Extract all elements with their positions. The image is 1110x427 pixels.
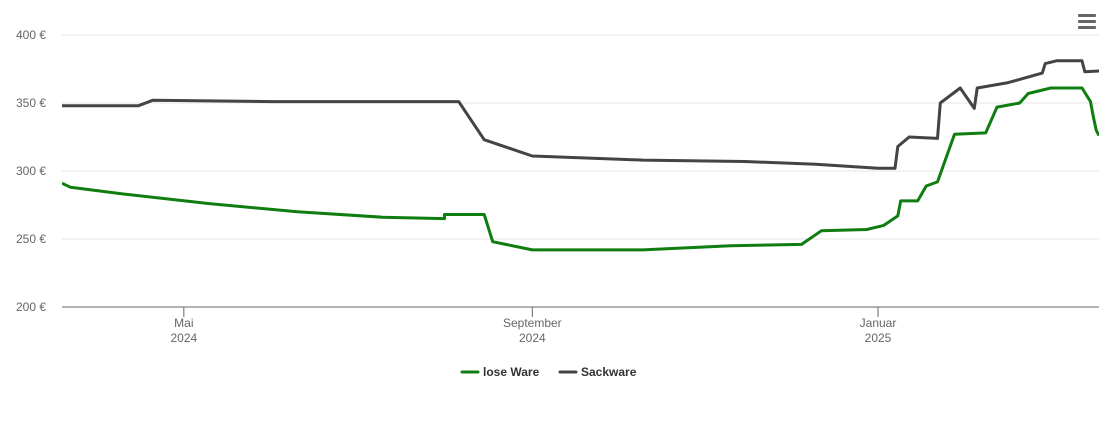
y-tick-label: 200 € — [16, 300, 46, 314]
x-tick-label-year: 2025 — [865, 331, 892, 345]
x-tick-label-year: 2024 — [519, 331, 546, 345]
y-tick-label: 300 € — [16, 164, 46, 178]
x-tick-label-month: Januar — [860, 316, 897, 330]
legend-label-sackware: Sackware — [581, 365, 637, 379]
y-tick-label: 400 € — [16, 28, 46, 42]
chart-menu-button[interactable] — [1078, 14, 1096, 30]
series-line-lose-ware[interactable] — [62, 86, 1099, 252]
y-tick-label: 350 € — [16, 96, 46, 110]
legend: lose Ware Sackware — [460, 365, 637, 379]
y-tick-label: 250 € — [16, 232, 46, 246]
x-tick-label-month: Mai — [174, 316, 193, 330]
grid-lines — [62, 34, 1099, 240]
series-line-sackware[interactable] — [62, 59, 1110, 170]
legend-item-sackware[interactable]: Sackware — [558, 365, 637, 379]
x-tick-label-year: 2024 — [170, 331, 197, 345]
legend-label-lose-ware: lose Ware — [483, 365, 540, 379]
y-axis-ticks: 200 € 250 € 300 € 350 € 400 € — [16, 28, 46, 314]
legend-item-lose-ware[interactable]: lose Ware — [460, 365, 540, 379]
hamburger-menu-icon — [1078, 14, 1096, 17]
series-lines — [62, 59, 1110, 252]
x-tick-label-month: September — [503, 316, 562, 330]
